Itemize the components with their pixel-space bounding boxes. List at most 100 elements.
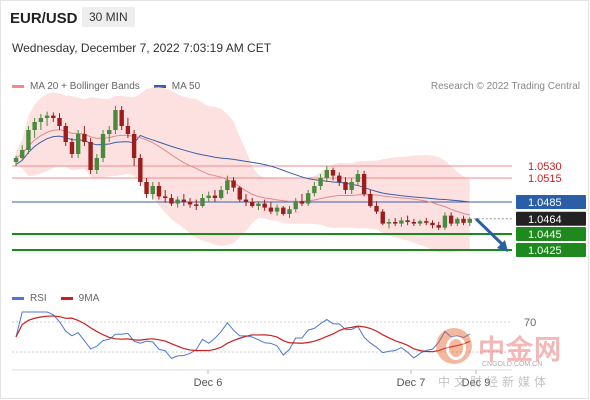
bollinger-band-fill <box>16 87 470 253</box>
candle-body <box>51 115 56 118</box>
candle <box>461 215 466 226</box>
candle-body <box>69 142 75 154</box>
candle <box>169 194 174 206</box>
candle-body <box>57 118 62 126</box>
level-label: 1.0515 <box>528 173 562 185</box>
candle-body <box>218 190 224 198</box>
candle-body <box>175 199 180 204</box>
candle <box>218 186 224 200</box>
candle-body <box>181 199 187 202</box>
candle <box>26 126 31 154</box>
candle-body <box>361 174 367 194</box>
candle <box>57 113 62 130</box>
watermark: 中金网 CNGOLD.COM.CN 中文财经新媒体 <box>432 326 582 390</box>
candle <box>38 114 44 130</box>
rsi-ma-line <box>15 315 471 353</box>
candle <box>44 111 50 126</box>
candle-body <box>380 211 385 224</box>
candle <box>349 178 354 194</box>
candle-body <box>75 134 81 154</box>
candle-body <box>392 222 398 224</box>
candle-body <box>349 182 354 190</box>
watermark-logo-icon <box>436 328 472 364</box>
level-value: 1.0515 <box>528 173 562 185</box>
candle <box>274 204 280 216</box>
timestamp: Wednesday, December 7, 2022 7:03:19 AM C… <box>12 41 272 55</box>
candle-body <box>355 174 361 182</box>
credit-text: Research © 2022 Trading Central <box>430 81 580 92</box>
candle-body <box>430 222 435 226</box>
candle <box>13 155 19 166</box>
candle <box>94 154 100 174</box>
candle <box>430 220 435 229</box>
rsi-level-label: 70 <box>524 317 536 329</box>
watermark-brand: 中金网 <box>478 335 562 366</box>
level-label: 1.0530 <box>528 161 562 173</box>
candle <box>405 215 410 226</box>
candle-body <box>94 158 100 170</box>
candle-body <box>243 199 249 202</box>
candle <box>318 174 323 190</box>
candle-body <box>368 194 373 206</box>
ma20-line <box>15 129 470 216</box>
candle-body <box>343 182 348 190</box>
candle-body <box>281 207 286 214</box>
candle-body <box>237 187 242 200</box>
candle <box>442 212 448 230</box>
candle <box>51 112 56 122</box>
candle <box>162 190 168 203</box>
rsi-line <box>15 311 471 359</box>
candle-body <box>187 202 193 205</box>
candle <box>243 194 249 206</box>
candle-body <box>125 126 131 134</box>
candle <box>20 145 25 160</box>
candle <box>436 222 441 230</box>
candle <box>417 219 423 226</box>
candle-body <box>20 150 25 158</box>
candle-body <box>231 180 236 188</box>
timeframe-button[interactable]: 30 MIN <box>82 7 135 27</box>
candle-body <box>162 196 168 198</box>
candle-body <box>318 178 323 186</box>
candle-body <box>274 207 280 212</box>
candle <box>194 199 199 210</box>
candle <box>355 170 361 186</box>
candle <box>256 201 261 210</box>
candle <box>392 218 398 226</box>
candle-body <box>324 170 330 178</box>
candle <box>312 182 317 197</box>
candle-body <box>386 222 392 224</box>
level-badge <box>516 227 586 241</box>
candle-body <box>455 218 460 224</box>
candle-body <box>448 215 454 224</box>
candle-body <box>461 218 466 223</box>
level-value: 1.0445 <box>528 229 562 241</box>
candle-body <box>262 203 267 208</box>
candle-body <box>13 158 19 162</box>
symbol-title: EUR/USD <box>10 10 78 27</box>
candle <box>131 130 137 166</box>
level-value: 1.0485 <box>528 197 562 209</box>
candle <box>374 201 379 214</box>
candle-body <box>26 130 31 150</box>
candle-body <box>194 204 199 206</box>
candle-body <box>417 221 423 224</box>
candle-body <box>305 193 311 204</box>
candle-body <box>293 201 298 210</box>
candle <box>399 217 404 227</box>
ma50-legend-label: MA 50 <box>171 81 201 92</box>
ma20-legend-label: MA 20 + Bollinger Bands <box>30 81 140 92</box>
candle-body <box>100 134 106 158</box>
level-value: 1.0464 <box>528 214 562 226</box>
candle <box>368 190 373 208</box>
candle <box>411 218 417 226</box>
candle <box>125 118 131 138</box>
price-legend: MA 20 + Bollinger Bands MA 50 <box>12 81 200 92</box>
ma50-swatch <box>153 85 166 88</box>
candle <box>386 218 392 229</box>
candle-body <box>399 220 404 224</box>
x-tick-label: Dec 6 <box>194 377 223 389</box>
candle-body <box>32 122 37 130</box>
